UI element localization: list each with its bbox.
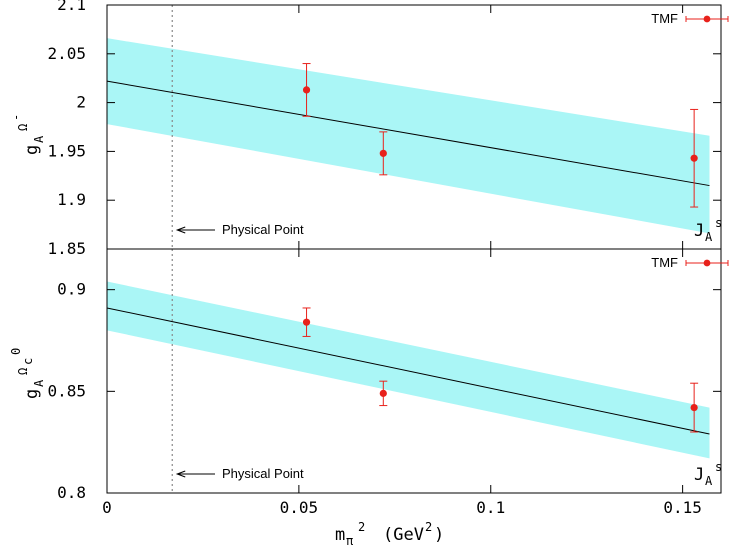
bottom-data-point — [379, 389, 387, 397]
xlabel-sup: 2 — [358, 520, 365, 534]
bottom-ylabel-sub: A — [32, 379, 46, 387]
xtick-label: 0.05 — [280, 498, 319, 517]
xlabel-sub: π — [346, 534, 353, 548]
bottom-fit-error-band — [107, 281, 710, 459]
top-annotation-arrowhead — [175, 226, 186, 234]
xtick-label: 0 — [102, 498, 112, 517]
top-ylabel-sub: A — [32, 135, 46, 143]
bottom-current-label-sub: A — [705, 474, 713, 488]
top-ylabel: gAΩ - — [9, 114, 46, 155]
bottom-ylabel-supsub: c — [21, 358, 35, 365]
bottom-ytick-label: 0.8 — [57, 483, 86, 502]
xtick-label: 0.15 — [663, 498, 702, 517]
top-fit-error-band — [107, 38, 710, 234]
bottom-data-point — [690, 404, 698, 412]
bottom-panel-frame — [106, 248, 722, 494]
bottom-legend-marker — [703, 259, 711, 267]
top-current-label-sup: s — [715, 216, 722, 230]
top-ytick-label: 1.9 — [57, 190, 86, 209]
bottom-ylabel-sup: Ω — [16, 368, 30, 375]
top-ytick-label: 2 — [76, 93, 86, 112]
top-ytick-label: 2.05 — [47, 44, 86, 63]
bottom-legend-label: TMF — [651, 255, 678, 270]
top-legend-label: TMF — [651, 11, 678, 26]
top-current-label-sub: A — [705, 230, 713, 244]
bottom-data-point — [302, 318, 311, 326]
bottom-current-label-base: J — [694, 465, 704, 485]
top-annotation-text: Physical Point — [222, 222, 304, 237]
bottom-current-label-sup: s — [715, 460, 722, 474]
top-ylabel-supsup: - — [9, 114, 23, 121]
top-ytick-label: 1.95 — [47, 141, 86, 160]
top-ylabel-base: g — [22, 145, 42, 155]
bottom-ylabel-base: g — [22, 389, 42, 399]
bottom-annotation-arrowhead — [175, 470, 186, 478]
top-fit-line — [106, 80, 710, 187]
top-legend-marker — [703, 15, 711, 23]
xtick-label: 0.1 — [476, 498, 505, 517]
xlabel: m π2 (GeV 2) — [335, 520, 444, 548]
bottom-ytick-label: 0.9 — [57, 280, 86, 299]
top-ytick-label: 1.85 — [47, 239, 86, 258]
xlabel-unit-sup: 2 — [425, 520, 432, 534]
bottom-ylabel-supsup: 0 — [9, 348, 23, 355]
top-current-label-base: J — [694, 221, 704, 241]
xlabel-unit-close: ) — [434, 525, 444, 545]
top-data-point — [690, 154, 698, 162]
xlabel-base: m — [335, 525, 345, 545]
bottom-fit-line — [106, 307, 710, 435]
top-ylabel-sup: Ω — [16, 124, 30, 131]
top-data-point — [302, 86, 311, 94]
xlabel-unit: (GeV — [383, 525, 424, 545]
top-data-point — [379, 149, 387, 157]
top-ytick-label: 2.1 — [57, 0, 86, 14]
bottom-annotation-text: Physical Point — [222, 466, 304, 481]
bottom-ytick-label: 0.85 — [47, 381, 86, 400]
